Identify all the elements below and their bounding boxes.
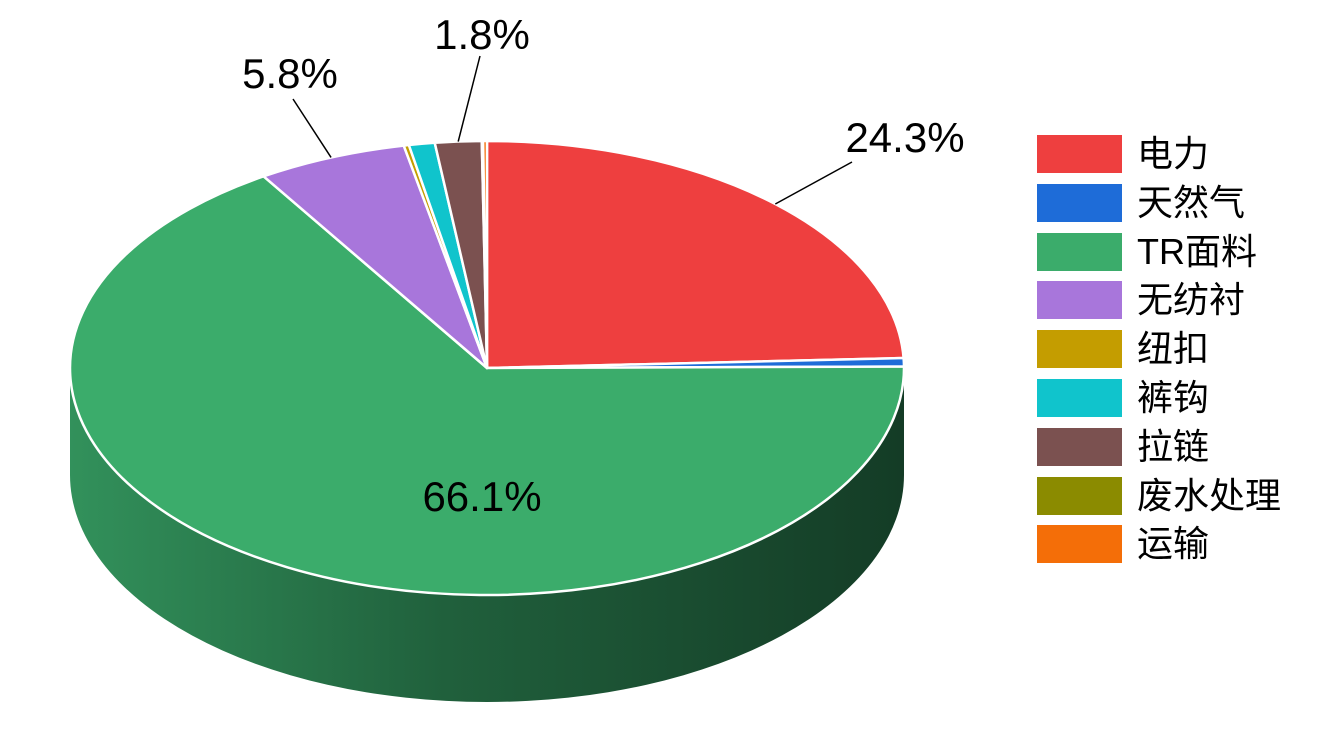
pie-slice-2 bbox=[68, 175, 906, 597]
leader-line-3 bbox=[292, 98, 332, 158]
pie-side-3d bbox=[70, 368, 904, 702]
legend-label-4: 纽扣 bbox=[1137, 328, 1210, 370]
legend-item-7: 废水处理 bbox=[1037, 474, 1282, 516]
legend-item-1: 天然气 bbox=[1037, 181, 1281, 223]
legend-item-4: 纽扣 bbox=[1037, 328, 1281, 370]
legend-label-1: 天然气 bbox=[1137, 181, 1246, 223]
data-label-3: 5.8% bbox=[242, 50, 338, 97]
pie-slice-3 bbox=[262, 144, 489, 370]
legend-swatch-3 bbox=[1037, 281, 1122, 320]
pie-slice-0 bbox=[485, 139, 905, 370]
legend-swatch-8 bbox=[1037, 525, 1122, 564]
legend-item-0: 电力 bbox=[1037, 135, 1281, 173]
legend-item-5: 裤钩 bbox=[1037, 376, 1281, 418]
legend: 电力天然气 TR面料无纺衬纽扣裤钩拉链废水处理运输 bbox=[1037, 135, 1282, 565]
legend-swatch-6 bbox=[1037, 427, 1122, 466]
legend-swatch-7 bbox=[1037, 476, 1122, 515]
leader-line-6 bbox=[457, 55, 481, 142]
data-label-2: 66.1% bbox=[422, 473, 541, 520]
legend-label-5: 裤钩 bbox=[1137, 376, 1210, 418]
legend-label-6: 拉链 bbox=[1137, 425, 1210, 467]
legend-label-8: 运输 bbox=[1137, 523, 1210, 565]
legend-label-7: 废水处理 bbox=[1137, 474, 1282, 516]
data-label-0: 24.3% bbox=[845, 114, 964, 161]
legend-item-3: 无纺衬 bbox=[1037, 279, 1281, 321]
legend-label-2: TR面料 bbox=[1137, 230, 1257, 272]
legend-swatch-2 bbox=[1037, 232, 1122, 271]
legend-item-2: TR面料 bbox=[1037, 230, 1281, 272]
legend-swatch-5 bbox=[1037, 378, 1122, 417]
legend-item-8: 运输 bbox=[1037, 523, 1281, 565]
legend-swatch-0 bbox=[1037, 135, 1122, 173]
legend-swatch-1 bbox=[1037, 183, 1122, 222]
legend-item-6: 拉链 bbox=[1037, 425, 1281, 467]
leader-line-0 bbox=[774, 161, 853, 205]
data-label-6: 1.8% bbox=[434, 11, 530, 58]
legend-swatch-4 bbox=[1037, 330, 1122, 369]
legend-label-3: 无纺衬 bbox=[1137, 279, 1246, 321]
pie-slice-8 bbox=[481, 139, 489, 370]
legend-label-0: 电力 bbox=[1137, 133, 1210, 174]
